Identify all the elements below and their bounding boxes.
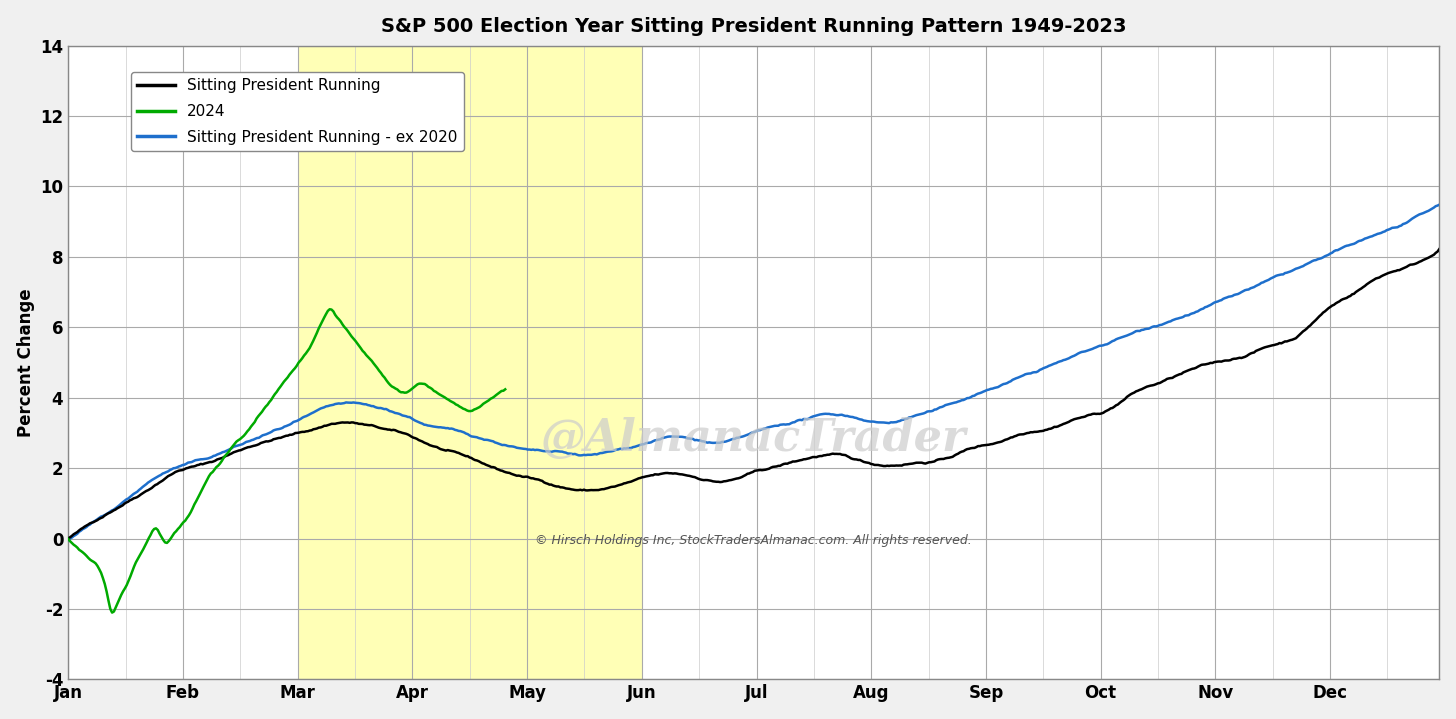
Sitting President Running - ex 2020 — [1191, 306, 1208, 314]
Line: Sitting President Running - ex 2020: Sitting President Running - ex 2020 — [68, 205, 1440, 540]
Sitting President Running - ex 2020 — [60, 536, 77, 544]
Sitting President Running - ex 2020 — [1406, 212, 1424, 221]
Sitting President Running - ex 2020 — [757, 424, 775, 433]
2024 — [60, 534, 77, 543]
Sitting President Running — [60, 534, 77, 543]
Sitting President Running — [914, 459, 932, 467]
Sitting President Running — [565, 485, 582, 494]
Line: Sitting President Running: Sitting President Running — [68, 249, 1440, 539]
Bar — [297, 45, 642, 679]
Sitting President Running — [1191, 362, 1208, 370]
Line: 2024: 2024 — [68, 309, 505, 613]
Legend: Sitting President Running, 2024, Sitting President Running - ex 2020: Sitting President Running, 2024, Sitting… — [131, 72, 463, 151]
Sitting President Running - ex 2020 — [914, 409, 932, 418]
Sitting President Running - ex 2020 — [565, 450, 582, 459]
Sitting President Running - ex 2020 — [1431, 201, 1449, 209]
2024 — [352, 344, 370, 352]
Text: @AlmanacTrader: @AlmanacTrader — [542, 417, 967, 460]
2024 — [77, 551, 95, 560]
2024 — [469, 403, 486, 412]
Text: © Hirsch Holdings Inc, StockTradersAlmanac.com. All rights reserved.: © Hirsch Holdings Inc, StockTradersAlman… — [536, 533, 973, 546]
2024 — [89, 562, 106, 570]
2024 — [210, 462, 227, 470]
2024 — [320, 305, 338, 313]
Sitting President Running — [1208, 357, 1226, 366]
2024 — [103, 608, 121, 617]
Sitting President Running — [757, 465, 775, 474]
Y-axis label: Percent Change: Percent Change — [16, 288, 35, 437]
Title: S&P 500 Election Year Sitting President Running Pattern 1949-2023: S&P 500 Election Year Sitting President … — [381, 17, 1127, 36]
Sitting President Running — [1406, 260, 1424, 268]
2024 — [131, 551, 149, 560]
2024 — [496, 385, 514, 393]
Sitting President Running - ex 2020 — [1208, 297, 1226, 306]
Sitting President Running — [1431, 244, 1449, 253]
